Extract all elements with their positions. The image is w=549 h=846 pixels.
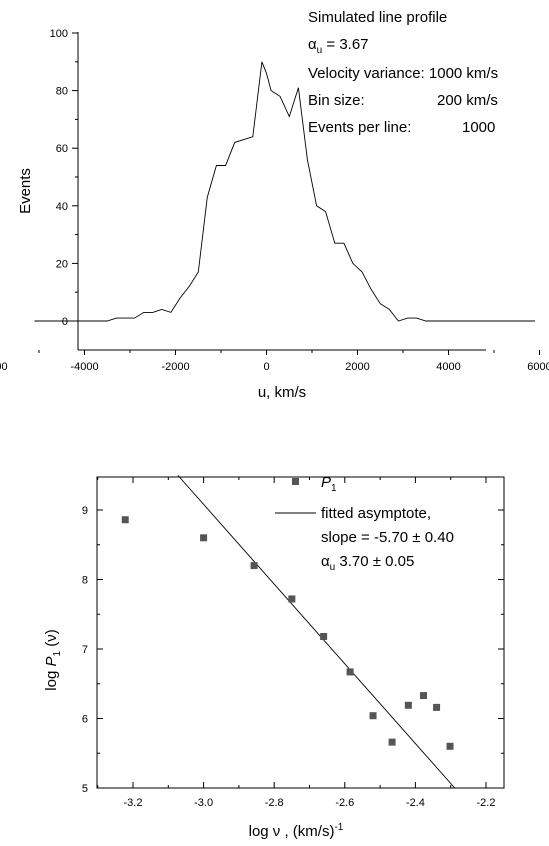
top-x-tick-label: 6000 (527, 361, 549, 373)
bottom-y-tick-label: 9 (82, 505, 88, 517)
bottom-x-tick-label: -2.2 (477, 797, 496, 809)
annotation-title: Simulated line profile (308, 9, 447, 26)
top-annotation: Simulated line profile αu = 3.67 Velocit… (308, 9, 498, 136)
bottom-y-tick-label: 7 (82, 644, 88, 656)
bottom-plot-frame (96, 476, 505, 789)
top-y-tick-label: 60 (56, 143, 68, 155)
p1-data-point (369, 712, 377, 720)
bottom-x-tick-label: -2.4 (406, 797, 425, 809)
annotation-alpha: αu = 3.67 (308, 36, 369, 56)
legend-label-fit-1: fitted asymptote, (321, 505, 431, 522)
p1-data-point (346, 668, 354, 676)
p1-data-point (288, 595, 296, 603)
bottom-x-tick-label: -3.0 (194, 797, 213, 809)
line-profile-chart: 0 20 40 60 80 100 -6000 -4000 -2000 0 2000 4000 600… (0, 9, 549, 401)
legend-label-fit-2: slope = -5.70 ± 0.40 (321, 529, 454, 546)
top-y-tick-label: 80 (56, 86, 68, 98)
top-x-tick-label: -4000 (70, 361, 98, 373)
top-y-tick-label: 40 (56, 201, 68, 213)
top-x-tick-label: 2000 (345, 361, 369, 373)
p1-data-point (404, 701, 412, 709)
top-y-tick-label: 20 (56, 258, 68, 270)
top-y-tick-label: 100 (50, 28, 68, 40)
annotation-events-value: 1000 (462, 119, 495, 136)
top-y-axis-label: Events (17, 168, 34, 214)
p1-data-point (320, 632, 328, 640)
bottom-x-tick-label: -2.8 (265, 797, 284, 809)
bottom-x-axis-label: log ν , (km/s)-1 (249, 822, 344, 840)
annotation-bin-size-label: Bin size: (308, 92, 365, 109)
top-x-tick-label: 0 (263, 361, 269, 373)
annotation-bin-size-value: 200 km/s (437, 92, 498, 109)
top-x-tick-label: -6000 (0, 361, 8, 373)
p1-data-point (446, 742, 454, 750)
top-y-tick-label: 0 (62, 316, 68, 328)
p1-data-point (121, 516, 129, 524)
top-x-tick-label: 4000 (436, 361, 460, 373)
line-profile-series (34, 61, 535, 322)
legend-label-fit-3: αu 3.70 ± 0.05 (321, 553, 414, 573)
annotation-events-label: Events per line: (308, 119, 411, 136)
bottom-legend: P1 fitted asymptote, slope = -5.70 ± 0.4… (275, 474, 454, 573)
fitted-asymptote-line (177, 474, 456, 789)
p1-data-point (250, 562, 258, 570)
bottom-y-tick-label: 6 (82, 714, 88, 726)
annotation-velocity-variance: Velocity variance: 1000 km/s (308, 65, 498, 82)
p1-data-point (420, 692, 428, 700)
bottom-y-tick-label: 8 (82, 575, 88, 587)
top-x-tick-label: -2000 (161, 361, 189, 373)
p1-data-point (433, 703, 441, 711)
legend-marker-p1 (292, 478, 299, 485)
power-spectrum-chart: 5 6 7 8 9 -3.2 -3.0 -2.8 -2.6 -2.4 -2.2 log P1 (ν… (43, 474, 505, 840)
bottom-x-tick-label: -2.6 (335, 797, 354, 809)
top-x-axis-label: u, km/s (258, 384, 306, 401)
bottom-y-axis-label: log P1 (ν) (43, 629, 63, 690)
p1-data-point (388, 738, 396, 746)
legend-label-p1: P1 (321, 474, 337, 494)
p1-data-point (200, 534, 208, 542)
bottom-y-tick-label: 5 (82, 783, 88, 795)
bottom-x-tick-label: -3.2 (124, 797, 143, 809)
